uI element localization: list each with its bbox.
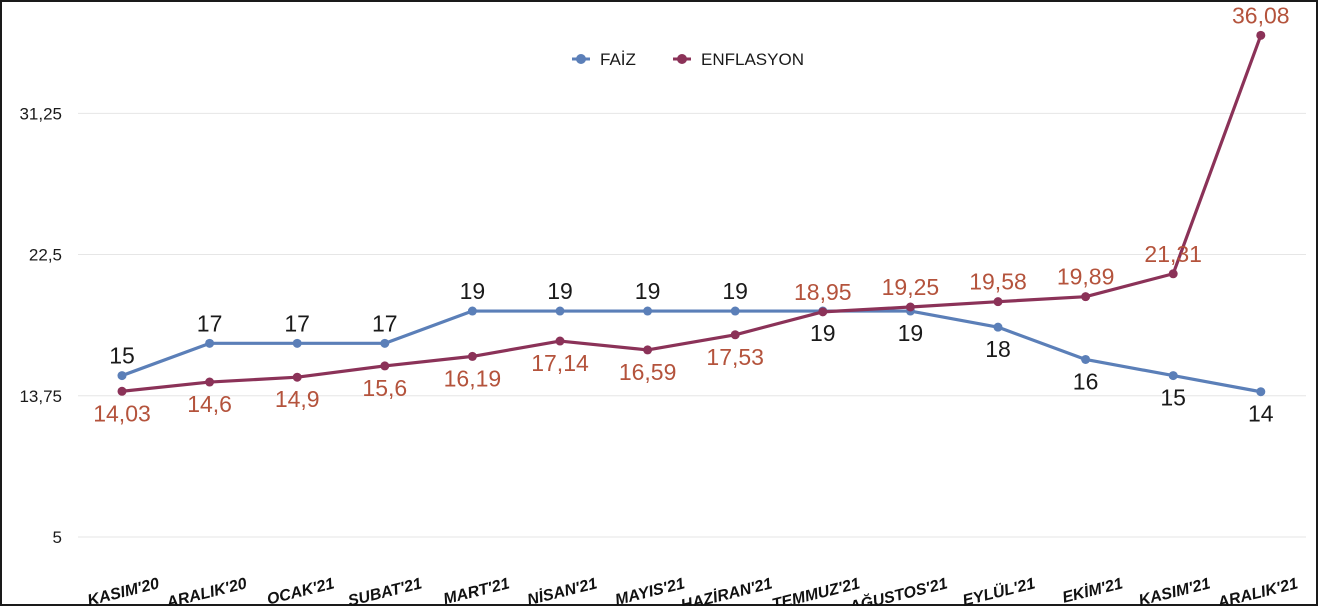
data-point-enflasyon <box>292 372 302 382</box>
data-label-enflasyon: 15,6 <box>362 375 407 401</box>
legend-marker-enflasyon <box>677 54 687 64</box>
data-point-enflasyon <box>205 377 215 387</box>
x-tick-label: NİSAN'21 <box>525 574 599 606</box>
gridlines <box>78 112 1306 538</box>
y-axis: 5 13,75 22,5 31,25 <box>19 104 62 547</box>
data-point-enflasyon <box>993 297 1003 307</box>
data-label-enflasyon: 17,14 <box>531 350 589 376</box>
x-tick-label: AĞUSTOS'21 <box>846 573 949 606</box>
legend-label-faiz: FAİZ <box>600 50 636 69</box>
data-label-faiz: 19 <box>635 278 661 304</box>
data-label-enflasyon: 19,25 <box>882 274 940 300</box>
data-point-enflasyon <box>818 307 828 317</box>
y-tick-label: 22,5 <box>29 246 62 265</box>
data-point-enflasyon <box>467 351 477 361</box>
x-tick-label: ARALIK'21 <box>1215 575 1300 606</box>
data-label-enflasyon: 14,6 <box>187 391 232 417</box>
x-axis: KASIM'20 ARALIK'20 OCAK'21 ŞUBAT'21 MART'21 N… <box>86 573 1300 606</box>
series-group <box>117 30 1266 397</box>
data-label-faiz: 15 <box>109 343 135 369</box>
data-label-enflasyon: 14,03 <box>93 400 151 426</box>
data-point-faiz <box>643 306 653 316</box>
data-label-enflasyon: 14,9 <box>275 386 320 412</box>
data-label-enflasyon: 19,58 <box>969 269 1027 295</box>
x-tick-label: ŞUBAT'21 <box>346 575 423 606</box>
x-tick-label: KASIM'20 <box>86 575 161 606</box>
data-point-faiz <box>467 306 477 316</box>
x-tick-label: ARALIK'20 <box>164 575 249 606</box>
data-label-faiz: 19 <box>898 320 924 346</box>
data-point-enflasyon <box>643 345 653 355</box>
data-label-enflasyon: 17,53 <box>706 344 764 370</box>
data-point-enflasyon <box>380 361 390 371</box>
data-label-faiz: 14 <box>1248 401 1274 427</box>
data-point-faiz <box>555 306 565 316</box>
data-point-enflasyon <box>905 302 915 312</box>
data-point-enflasyon <box>117 386 127 396</box>
data-point-enflasyon <box>1256 30 1266 40</box>
data-label-faiz: 17 <box>372 310 398 336</box>
legend-label-enflasyon: ENFLASYON <box>701 50 804 69</box>
data-label-enflasyon: 36,08 <box>1232 2 1290 28</box>
data-point-faiz <box>730 306 740 316</box>
series-line-faiz <box>121 309 1262 394</box>
data-point-faiz <box>380 338 390 348</box>
data-point-faiz <box>993 322 1003 332</box>
data-label-faiz: 19 <box>810 320 836 346</box>
data-point-faiz <box>1168 371 1178 381</box>
data-label-faiz: 17 <box>284 310 310 336</box>
data-point-enflasyon <box>1168 269 1178 279</box>
data-label-enflasyon: 19,89 <box>1057 264 1115 290</box>
y-tick-label: 31,25 <box>19 104 62 123</box>
legend-marker-faiz <box>576 54 586 64</box>
data-point-faiz <box>117 371 127 381</box>
x-tick-label: MAYIS'21 <box>613 575 686 606</box>
x-tick-label: HAZİRAN'21 <box>679 574 774 606</box>
data-label-enflasyon: 16,59 <box>619 359 677 385</box>
data-label-faiz: 19 <box>722 278 748 304</box>
x-tick-label: EKİM'21 <box>1060 574 1124 606</box>
y-tick-label: 13,75 <box>19 387 62 406</box>
series-line-enflasyon <box>121 34 1263 393</box>
data-point-enflasyon <box>730 330 740 340</box>
data-point-enflasyon <box>1081 292 1091 302</box>
data-label-faiz: 19 <box>460 278 486 304</box>
data-label-enflasyon: 18,95 <box>794 279 852 305</box>
data-labels: 15 17 17 17 19 19 19 19 19 19 18 16 15 14 14,03 14,6 14,… <box>93 2 1289 426</box>
data-label-faiz: 15 <box>1160 385 1186 411</box>
y-tick-label: 5 <box>53 528 62 547</box>
legend: FAİZ ENFLASYON <box>572 50 804 69</box>
data-label-faiz: 18 <box>985 336 1011 362</box>
data-label-enflasyon: 21,31 <box>1144 241 1202 267</box>
data-label-faiz: 17 <box>197 310 223 336</box>
data-label-faiz: 19 <box>547 278 573 304</box>
data-label-faiz: 16 <box>1073 368 1099 394</box>
data-point-faiz <box>292 338 302 348</box>
data-point-faiz <box>1081 354 1091 364</box>
x-tick-label: MART'21 <box>442 575 512 606</box>
x-tick-label: OCAK'21 <box>265 575 336 606</box>
data-point-faiz <box>1256 387 1266 397</box>
x-tick-label: KASIM'21 <box>1137 575 1212 606</box>
data-point-faiz <box>205 338 215 348</box>
data-label-enflasyon: 16,19 <box>444 365 502 391</box>
x-tick-label: EYLÜL'21 <box>961 573 1038 606</box>
data-point-enflasyon <box>555 336 565 346</box>
